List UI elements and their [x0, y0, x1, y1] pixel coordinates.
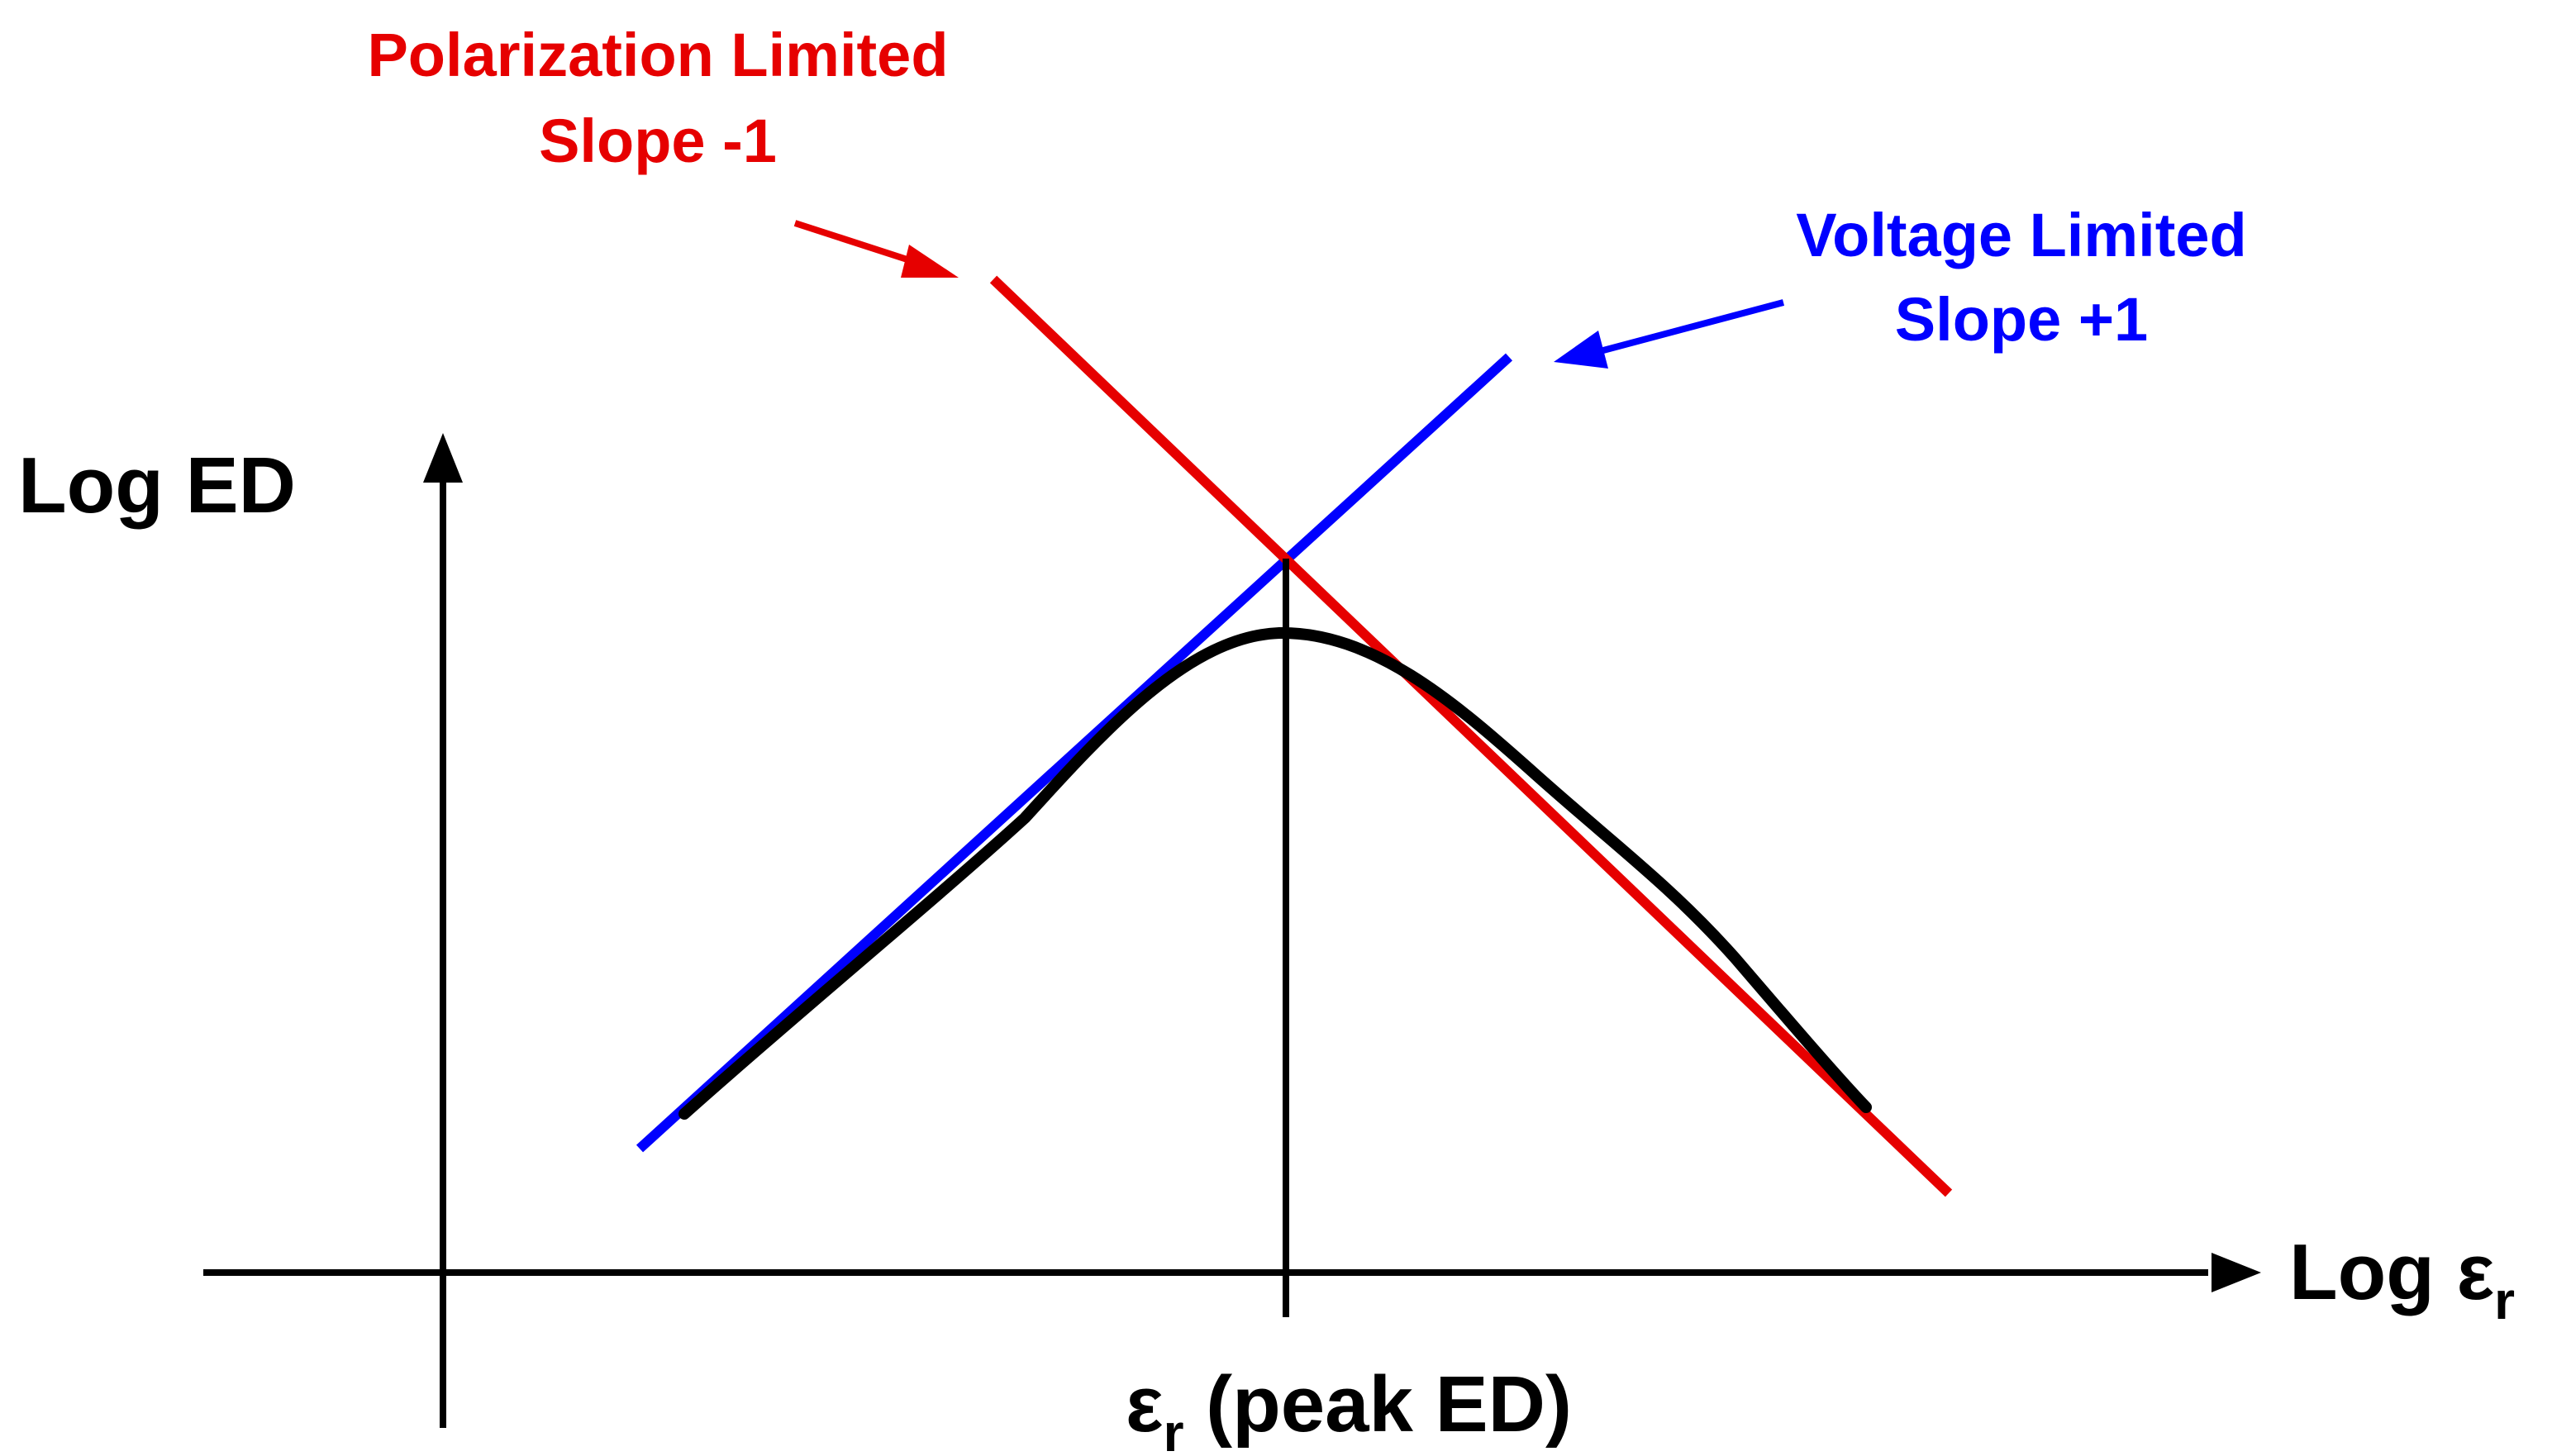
y-axis-label: Log ED [18, 441, 296, 530]
voltage-label: Voltage Limited Slope +1 [1796, 201, 2246, 354]
voltage-label-line2: Slope +1 [1895, 285, 2148, 354]
peak-label: εr (peak ED) [1126, 1360, 1572, 1456]
energy-density-curve [678, 626, 1872, 1120]
voltage-pointer [1554, 299, 1785, 369]
voltage-pointer-shaft [1602, 299, 1785, 354]
peak-label-rest: (peak ED) [1183, 1360, 1571, 1449]
polarization-label-line1: Polarization Limited [367, 21, 948, 89]
x-axis-arrowhead [2212, 1253, 2261, 1292]
voltage-pointer-head [1554, 331, 1608, 369]
peak-label-epsilon: ε [1126, 1360, 1164, 1449]
peak-label-subscript: r [1164, 1403, 1184, 1456]
x-axis-label-subscript: r [2494, 1271, 2515, 1330]
voltage-label-line1: Voltage Limited [1796, 201, 2246, 269]
y-axis-arrowhead [423, 433, 463, 483]
polarization-pointer-head [901, 245, 959, 278]
x-axis-label-main: Log ε [2289, 1228, 2494, 1316]
voltage-limited-line [636, 353, 1513, 1153]
x-axis-label: Log εr [2289, 1228, 2515, 1330]
polarization-label: Polarization Limited Slope -1 [367, 21, 948, 175]
polarization-pointer [793, 220, 959, 278]
polarization-pointer-shaft [793, 220, 919, 266]
polarization-limited-line [989, 275, 1953, 1197]
polarization-label-line2: Slope -1 [539, 107, 777, 175]
axes [203, 433, 2261, 1428]
